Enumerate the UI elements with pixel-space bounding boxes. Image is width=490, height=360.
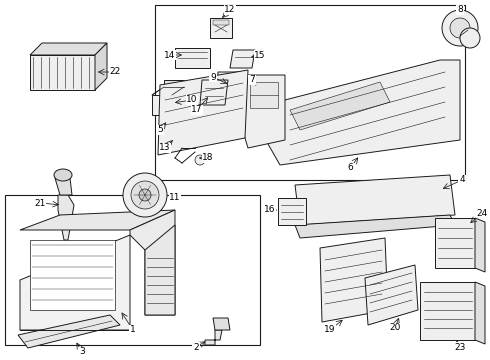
Polygon shape: [175, 48, 210, 68]
Polygon shape: [320, 238, 388, 322]
Polygon shape: [20, 235, 130, 330]
Text: 5: 5: [157, 126, 163, 135]
Polygon shape: [130, 210, 175, 315]
Polygon shape: [278, 198, 306, 225]
Text: 16: 16: [264, 206, 276, 215]
Text: 3: 3: [79, 347, 85, 356]
Polygon shape: [222, 78, 240, 98]
Polygon shape: [145, 225, 175, 315]
Circle shape: [139, 189, 151, 201]
Polygon shape: [475, 218, 485, 272]
Polygon shape: [365, 265, 418, 325]
Polygon shape: [290, 82, 390, 130]
Circle shape: [460, 28, 480, 48]
Polygon shape: [20, 210, 175, 230]
Polygon shape: [200, 80, 228, 105]
Text: 10: 10: [186, 95, 198, 104]
Polygon shape: [30, 43, 107, 55]
Polygon shape: [235, 75, 285, 148]
Text: 20: 20: [390, 324, 401, 333]
Text: 2: 2: [193, 342, 199, 351]
Polygon shape: [30, 240, 115, 310]
Polygon shape: [295, 175, 455, 225]
Text: 19: 19: [324, 325, 336, 334]
Polygon shape: [216, 72, 245, 118]
Polygon shape: [158, 70, 248, 155]
Polygon shape: [172, 87, 184, 95]
Polygon shape: [295, 215, 455, 238]
Circle shape: [450, 18, 470, 38]
Ellipse shape: [54, 169, 72, 181]
Polygon shape: [205, 330, 222, 345]
Polygon shape: [164, 80, 184, 87]
Text: 17: 17: [191, 105, 203, 114]
Text: 8: 8: [457, 5, 463, 14]
Text: 13: 13: [159, 144, 171, 153]
Text: 23: 23: [454, 342, 466, 351]
Text: 18: 18: [202, 153, 214, 162]
Circle shape: [131, 181, 159, 209]
Text: 6: 6: [347, 163, 353, 172]
Circle shape: [195, 155, 205, 165]
Circle shape: [123, 173, 167, 217]
Polygon shape: [260, 60, 460, 165]
Text: 14: 14: [164, 50, 176, 59]
Text: 1: 1: [130, 325, 136, 334]
Polygon shape: [30, 55, 95, 90]
Polygon shape: [55, 178, 72, 195]
Text: 22: 22: [109, 68, 121, 77]
Bar: [155, 5, 465, 180]
Polygon shape: [152, 87, 164, 95]
Text: 15: 15: [254, 50, 266, 59]
Polygon shape: [213, 20, 229, 25]
Text: 4: 4: [459, 175, 465, 184]
Polygon shape: [230, 50, 255, 68]
Circle shape: [442, 10, 478, 46]
Polygon shape: [435, 218, 475, 268]
Text: 7: 7: [249, 76, 255, 85]
Polygon shape: [210, 18, 232, 38]
Polygon shape: [152, 95, 172, 115]
Text: 11: 11: [169, 194, 181, 202]
Polygon shape: [18, 315, 120, 348]
Text: 12: 12: [224, 5, 236, 14]
Text: 21: 21: [34, 198, 46, 207]
Polygon shape: [420, 282, 475, 340]
Polygon shape: [95, 43, 107, 90]
Polygon shape: [475, 282, 485, 344]
Text: 24: 24: [476, 208, 488, 217]
Polygon shape: [250, 82, 278, 108]
Polygon shape: [213, 318, 230, 330]
Polygon shape: [58, 195, 74, 240]
Text: 9: 9: [210, 72, 216, 81]
Bar: [5, 195, 260, 345]
